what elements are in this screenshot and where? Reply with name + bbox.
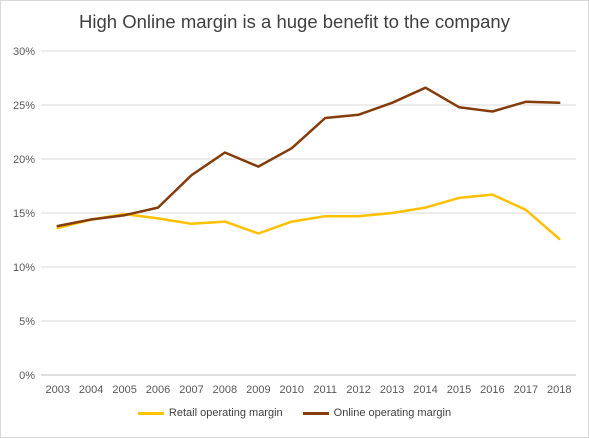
x-tick-label: 2004 [79, 384, 103, 396]
x-tick-label: 2008 [213, 384, 237, 396]
x-tick-label: 2014 [413, 384, 437, 396]
series-line-retail [56, 193, 561, 241]
legend-label-online: Online operating margin [333, 407, 452, 419]
series-line-online [56, 86, 561, 228]
x-tick-label: 2016 [480, 384, 504, 396]
y-tick-label: 5% [19, 316, 35, 328]
axis-tick-labels: 0% 5% 10% 15% 20% 25% 30% 2003 2004 2005 2006 2007 2… [13, 46, 572, 396]
x-tick-label: 2009 [246, 384, 270, 396]
y-tick-label: 25% [13, 100, 35, 112]
x-tick-label: 2012 [346, 384, 370, 396]
x-tick-label: 2011 [313, 384, 337, 396]
y-tick-label: 20% [13, 154, 35, 166]
y-tick-label: 10% [13, 262, 35, 274]
chart-title: High Online margin is a huge benefit to … [79, 11, 510, 32]
x-tick-label: 2007 [179, 384, 203, 396]
gridlines [41, 50, 576, 376]
x-tick-label: 2006 [146, 384, 170, 396]
y-tick-label: 0% [19, 370, 35, 382]
y-tick-label: 15% [13, 208, 35, 220]
legend-swatch-retail [137, 411, 164, 415]
x-tick-label: 2018 [547, 384, 571, 396]
legend-item-retail: Retail operating margin [137, 407, 283, 419]
x-tick-label: 2017 [514, 384, 538, 396]
legend: Retail operating margin Online operating… [1, 407, 588, 419]
x-tick-label: 2013 [380, 384, 404, 396]
y-tick-label: 30% [13, 46, 35, 58]
x-tick-label: 2003 [45, 384, 69, 396]
x-tick-label: 2005 [112, 384, 136, 396]
x-tick-label: 2010 [280, 384, 304, 396]
series-lines [56, 86, 561, 241]
legend-label-retail: Retail operating margin [168, 407, 283, 419]
x-tick-label: 2015 [447, 384, 471, 396]
legend-item-online: Online operating margin [302, 407, 452, 419]
legend-swatch-online [302, 411, 329, 415]
